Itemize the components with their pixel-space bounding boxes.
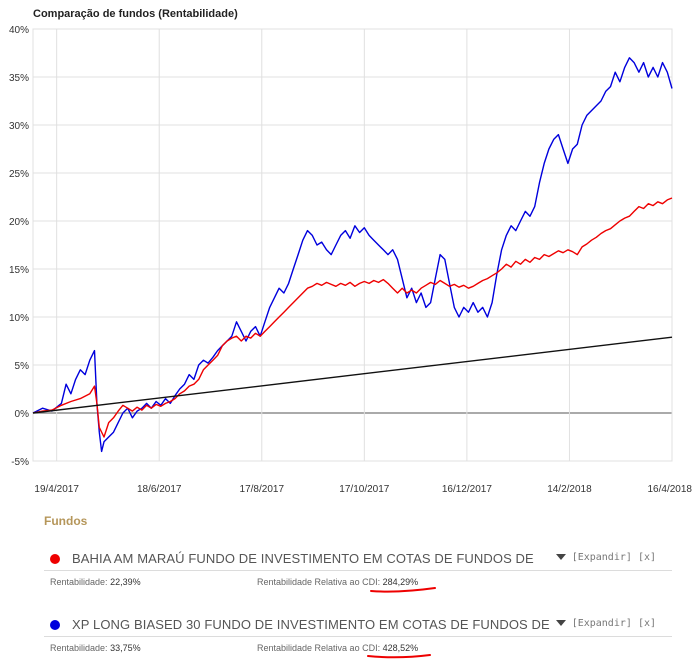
rentabilidade-value: 22,39% [110,577,141,587]
y-tick-label: 35% [9,73,29,84]
series-line-1 [32,197,673,438]
plot-frame [32,28,673,462]
rentabilidade-stat: Rentabilidade: 22,39% [50,577,141,587]
cdi-relative-label: Rentabilidade Relativa ao CDI: [257,577,381,587]
rentabilidade-label: Rentabilidade: [50,643,108,653]
y-tick-label: 10% [9,313,29,324]
expand-button[interactable]: [Expandir] [571,618,632,629]
fund-stats: Rentabilidade: 33,75% Rentabilidade Rela… [44,637,672,659]
fund-card-bahia: BAHIA AM MARAÚ FUNDO DE INVESTIMENTO EM … [44,548,672,593]
series-line-0 [32,57,673,453]
funds-section-title: Fundos [44,514,88,528]
close-button[interactable]: [x] [637,552,656,563]
fund-controls: [Expandir] [x] [555,552,656,563]
y-tick-label: 20% [9,217,29,228]
x-tick-label: 17/10/2017 [339,484,389,495]
fund-header[interactable]: BAHIA AM MARAÚ FUNDO DE INVESTIMENTO EM … [44,548,672,571]
x-tick-label: 16/4/2018 [648,484,692,495]
y-tick-label: 30% [9,121,29,132]
close-button[interactable]: [x] [637,618,656,629]
chevron-down-icon[interactable] [555,554,566,560]
y-tick-label: -5% [11,457,29,468]
x-tick-label: 18/6/2017 [137,484,182,495]
series-line-2 [32,336,673,414]
fund-color-dot [50,620,60,630]
x-tick-label: 16/12/2017 [442,484,492,495]
fund-controls: [Expandir] [x] [555,618,656,629]
fund-header[interactable]: XP LONG BIASED 30 FUNDO DE INVESTIMENTO … [44,614,672,637]
performance-chart: -5% 0% 5% 10% 15% 20% 25% 30% 35% 40% 19/4/2017 18… [9,25,692,495]
y-tick-label: 15% [9,265,29,276]
fund-stats: Rentabilidade: 22,39% Rentabilidade Rela… [44,571,672,593]
expand-button[interactable]: [Expandir] [571,552,632,563]
cdi-relative-label: Rentabilidade Relativa ao CDI: [257,643,381,653]
fund-name: BAHIA AM MARAÚ FUNDO DE INVESTIMENTO EM … [72,551,534,566]
y-tick-label: 0% [15,409,30,420]
x-tick-label: 17/8/2017 [240,484,285,495]
cdi-relative-value: 428,52% [382,643,419,653]
x-tick-label: 14/2/2018 [547,484,592,495]
y-tick-label: 40% [9,25,29,36]
x-tick-label: 19/4/2017 [34,484,79,495]
y-tick-label: 5% [15,361,30,372]
red-underline-annotation [370,587,436,593]
cdi-relative-stat: Rentabilidade Relativa ao CDI: 284,29% [257,577,418,587]
chevron-down-icon[interactable] [555,620,566,626]
fund-card-xp: XP LONG BIASED 30 FUNDO DE INVESTIMENTO … [44,614,672,659]
y-tick-label: 25% [9,169,29,180]
fund-color-dot [50,554,60,564]
cdi-relative-value: 284,29% [382,577,419,587]
fund-name: XP LONG BIASED 30 FUNDO DE INVESTIMENTO … [72,617,550,632]
rentabilidade-value: 33,75% [110,643,141,653]
rentabilidade-label: Rentabilidade: [50,577,108,587]
chart-title: Comparação de fundos (Rentabilidade) [33,8,238,20]
cdi-relative-stat: Rentabilidade Relativa ao CDI: 428,52% [257,643,418,653]
red-underline-annotation [367,654,431,659]
rentabilidade-stat: Rentabilidade: 33,75% [50,643,141,653]
